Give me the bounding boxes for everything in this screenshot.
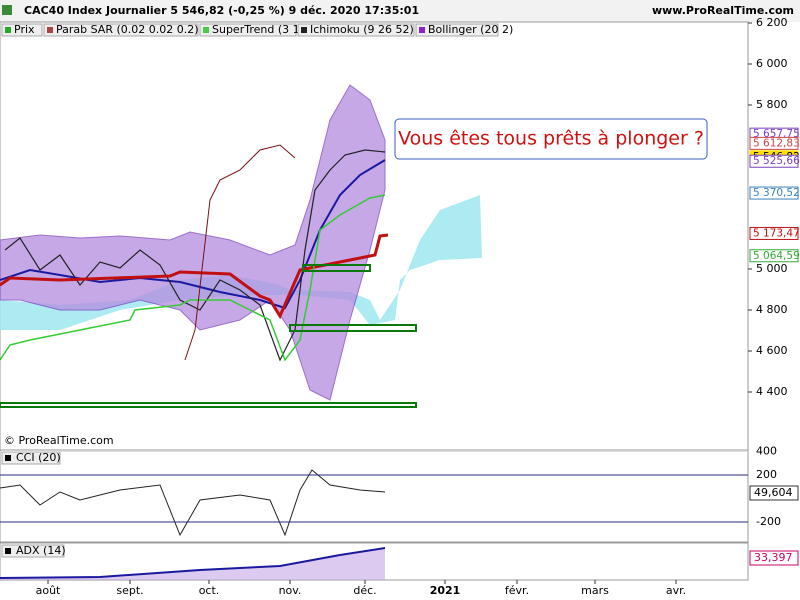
price-label: 5 525,66 xyxy=(753,155,800,167)
swatch xyxy=(5,455,11,461)
x-tick-label: avr. xyxy=(666,584,686,597)
legend-item: Ichimoku (9 26 52) xyxy=(310,23,414,36)
y-tick-label: 6 000 xyxy=(756,57,788,70)
icon xyxy=(2,5,12,15)
header-bar xyxy=(0,0,800,22)
swatch xyxy=(301,27,307,33)
adx-last: 33,397 xyxy=(754,551,793,564)
pane-title: CCI (20) xyxy=(16,451,61,464)
zone xyxy=(289,324,417,332)
site: www.ProRealTime.com xyxy=(652,4,794,17)
chart-title: CAC40 Index Journalier 5 546,82 (-0,25 %… xyxy=(24,4,419,17)
price-label: 5 370,52 xyxy=(753,187,800,199)
price-label-box xyxy=(749,249,799,263)
annotation: Vous êtes tous prêts à plonger ? xyxy=(398,128,704,150)
y-tick-label: -200 xyxy=(756,515,781,528)
cci-pane xyxy=(0,449,749,543)
zone xyxy=(302,264,371,272)
x-tick-label: mars xyxy=(581,584,609,597)
x-tick-label: nov. xyxy=(279,584,302,597)
swatch xyxy=(419,27,425,33)
swatch xyxy=(5,548,11,554)
y-tick-label: 5 800 xyxy=(756,98,788,111)
price-line xyxy=(4,149,386,362)
y-tick-label: 4 400 xyxy=(756,385,788,398)
ichimoku-cloud xyxy=(0,195,482,330)
price-label-box xyxy=(749,136,799,150)
y-tick-label: 5 000 xyxy=(756,262,788,275)
swatch xyxy=(47,27,53,33)
legend-box xyxy=(1,23,43,37)
x-tick-label: oct. xyxy=(199,584,220,597)
pane-title: ADX (14) xyxy=(16,544,66,557)
y-tick-label: 6 200 xyxy=(756,16,788,29)
x-tick-label: déc. xyxy=(353,584,376,597)
y-tick-label: 4 800 xyxy=(756,303,788,316)
kijun xyxy=(0,233,389,320)
price-average xyxy=(0,159,386,310)
price-label: 5 612,83 xyxy=(753,137,800,149)
x-tick-label: févr. xyxy=(505,584,529,597)
legend-item: Bollinger (20 2) xyxy=(428,23,513,36)
legend-box xyxy=(1,544,65,558)
y-tick-label: 400 xyxy=(756,445,777,458)
value-box xyxy=(749,485,799,501)
legend-box xyxy=(199,23,297,37)
legend-item: Prix xyxy=(14,23,35,36)
y-tick-label: 4 600 xyxy=(756,344,788,357)
legend-box xyxy=(415,23,499,37)
price-label-box xyxy=(749,186,799,200)
price-label: 5 173,47 xyxy=(753,227,800,239)
adx-line xyxy=(0,547,386,579)
swatch xyxy=(5,27,11,33)
chikou xyxy=(184,144,296,361)
price-label-box xyxy=(749,226,799,240)
cci-last: 49,604 xyxy=(754,486,793,499)
legend-item: Parab SAR (0.02 0.02 0.2) xyxy=(56,23,199,36)
swatch xyxy=(203,27,209,33)
annotation-box xyxy=(394,118,708,160)
legend-box xyxy=(43,23,199,37)
supertrend xyxy=(0,194,386,362)
legend-box xyxy=(297,23,415,37)
y-tick-label: 200 xyxy=(756,468,777,481)
x-tick-label: août xyxy=(36,584,61,597)
price-label-box xyxy=(749,154,799,168)
zone xyxy=(0,402,417,408)
legend-item: SuperTrend (3 10) xyxy=(212,23,311,36)
legend: Prix Parab SAR (0.02 0.02 0.2) SuperTren… xyxy=(1,23,513,37)
x-tick-label: sept. xyxy=(116,584,143,597)
x-tick-label: 2021 xyxy=(430,584,461,597)
bollinger-band xyxy=(0,84,386,401)
price-label: 5 064,59 xyxy=(753,250,800,262)
adx-area xyxy=(0,548,385,580)
value-box xyxy=(749,550,799,566)
copyright: © ProRealTime.com xyxy=(4,434,114,447)
